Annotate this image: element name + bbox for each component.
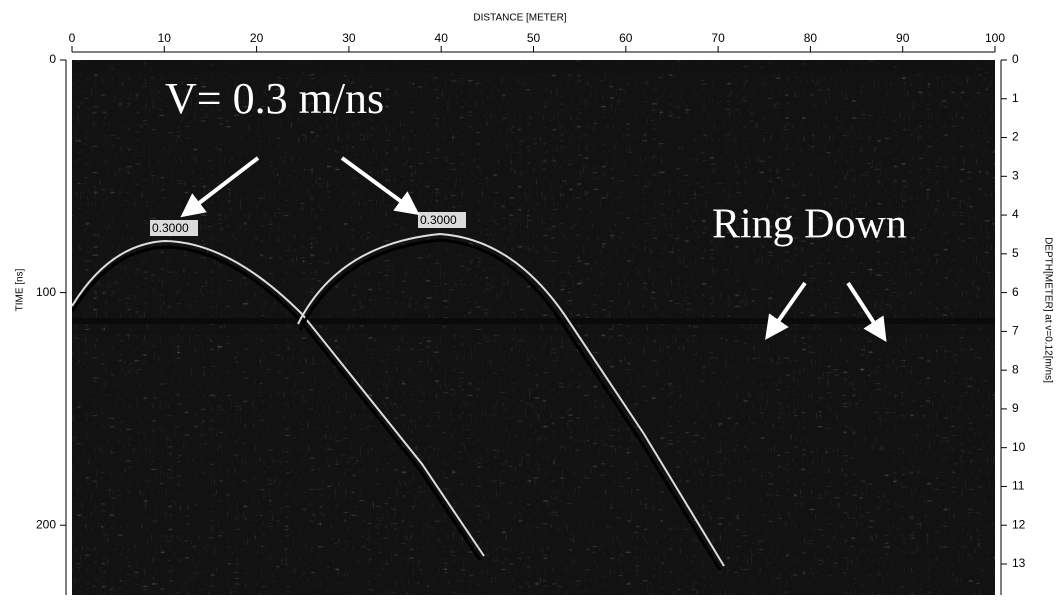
x-axis-title: DISTANCE [METER] [473,13,566,24]
y2-axis-title: DEPTH[METER] at v=0.12[m/ns] [1042,237,1053,383]
y2-tick-label: 3 [1012,168,1019,182]
y2-tick-label: 12 [1012,517,1026,531]
x-tick-label: 60 [619,31,633,45]
y-tick-label: 0 [49,52,56,66]
y2-tick-label: 7 [1012,324,1019,338]
y2-tick-label: 10 [1012,440,1026,454]
x-tick-label: 90 [896,31,910,45]
y2-tick-label: 6 [1012,285,1019,299]
x-tick-label: 30 [342,31,356,45]
y2-tick-label: 13 [1012,556,1026,570]
annotation: V= 0.3 m/ns [165,74,384,123]
y2-tick-label: 4 [1012,207,1019,221]
y-axis-title: TIME [ns] [15,268,26,311]
y2-tick-label: 1 [1012,91,1019,105]
y2-tick-label: 0 [1012,52,1019,66]
annotation: Ring Down [712,202,907,248]
x-tick-label: 0 [69,31,76,45]
annotation: 0.3000 [152,221,189,235]
x-tick-label: 20 [250,31,264,45]
radargram [72,60,995,595]
y2-tick-label: 5 [1012,246,1019,260]
y2-tick-label: 8 [1012,362,1019,376]
y-tick-label: 100 [36,285,56,299]
y2-tick-label: 9 [1012,401,1019,415]
y2-tick-label: 2 [1012,130,1019,144]
x-tick-label: 40 [435,31,449,45]
x-tick-label: 50 [527,31,541,45]
x-tick-label: 10 [158,31,172,45]
y-tick-label: 200 [36,517,56,531]
annotation: 0.3000 [420,213,457,227]
x-tick-label: 100 [985,31,1005,45]
x-tick-label: 70 [711,31,725,45]
x-tick-label: 80 [804,31,818,45]
y2-tick-label: 11 [1012,479,1025,493]
